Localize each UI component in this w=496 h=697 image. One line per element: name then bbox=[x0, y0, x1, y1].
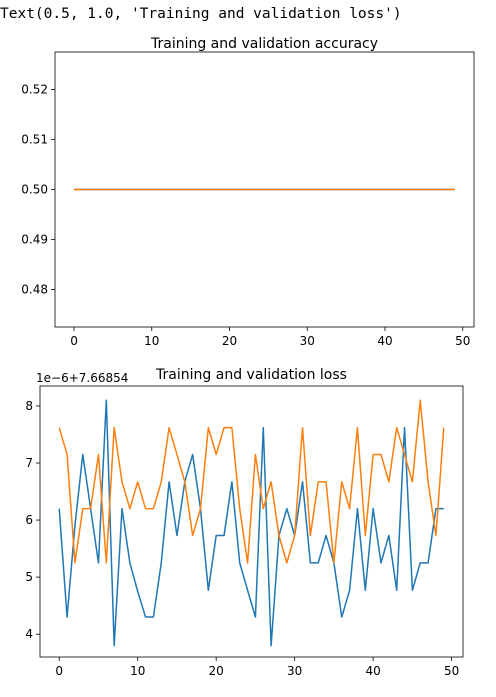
y-tick-label: 0.51 bbox=[21, 133, 48, 147]
x-tick-label: 40 bbox=[366, 664, 381, 678]
y-offset-label: 1e−6+7.66854 bbox=[36, 371, 128, 385]
axes-frame bbox=[39, 385, 464, 658]
y-tick-label: 5 bbox=[25, 570, 33, 584]
y-tick-label: 6 bbox=[25, 513, 33, 527]
accuracy-chart: 0 10 20 30 40 50 0.48 0.49 0.50 0.51 0.52 Training … bbox=[21, 36, 475, 348]
x-tick-label: 30 bbox=[287, 664, 302, 678]
y-tick-label: 8 bbox=[25, 399, 33, 413]
x-tick-label: 30 bbox=[300, 334, 315, 348]
x-tick-label: 50 bbox=[444, 664, 459, 678]
x-tick-label: 20 bbox=[222, 334, 237, 348]
y-tick-label: 0.49 bbox=[21, 233, 48, 247]
x-tick-label: 50 bbox=[455, 334, 470, 348]
chart-title: Training and validation accuracy bbox=[150, 36, 378, 52]
y-tick-label: 0.48 bbox=[21, 283, 48, 297]
x-tick-label: 0 bbox=[70, 334, 78, 348]
series-line-1 bbox=[58, 399, 444, 647]
x-tick-label: 10 bbox=[144, 334, 159, 348]
y-tick-label: 0.52 bbox=[21, 83, 48, 97]
series-line-2 bbox=[58, 399, 445, 564]
chart-title: Training and validation loss bbox=[155, 367, 347, 383]
x-tick-label: 20 bbox=[209, 664, 224, 678]
loss-chart: 0 10 20 30 40 50 4 5 6 7 8 Training and validation … bbox=[25, 367, 464, 678]
y-tick-label: 0.50 bbox=[21, 183, 48, 197]
cell-output-text: Text(0.5, 1.0, 'Training and validation … bbox=[0, 6, 402, 22]
y-tick-label: 7 bbox=[25, 456, 33, 470]
x-tick-label: 0 bbox=[55, 664, 63, 678]
x-tick-label: 40 bbox=[377, 334, 392, 348]
y-tick-label: 4 bbox=[25, 627, 33, 641]
x-tick-label: 10 bbox=[130, 664, 145, 678]
